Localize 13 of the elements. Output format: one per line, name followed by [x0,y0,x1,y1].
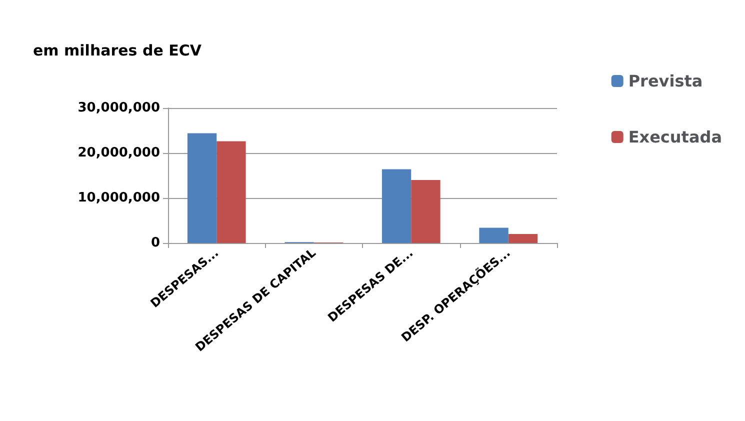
chart-title: em milhares de ECV [33,42,202,60]
legend-label: Prevista [628,72,703,90]
legend-label: Executada [628,128,722,146]
bar [411,180,440,243]
bar [187,133,217,243]
bar [479,228,508,243]
y-tick-label: 0 [150,236,160,250]
y-tick-label: 10,000,000 [78,190,160,206]
bar [216,141,246,243]
y-tick-label: 20,000,000 [78,146,160,160]
y-tick-label: 30,000,000 [78,100,160,116]
bar [508,234,538,243]
bar [382,169,412,243]
